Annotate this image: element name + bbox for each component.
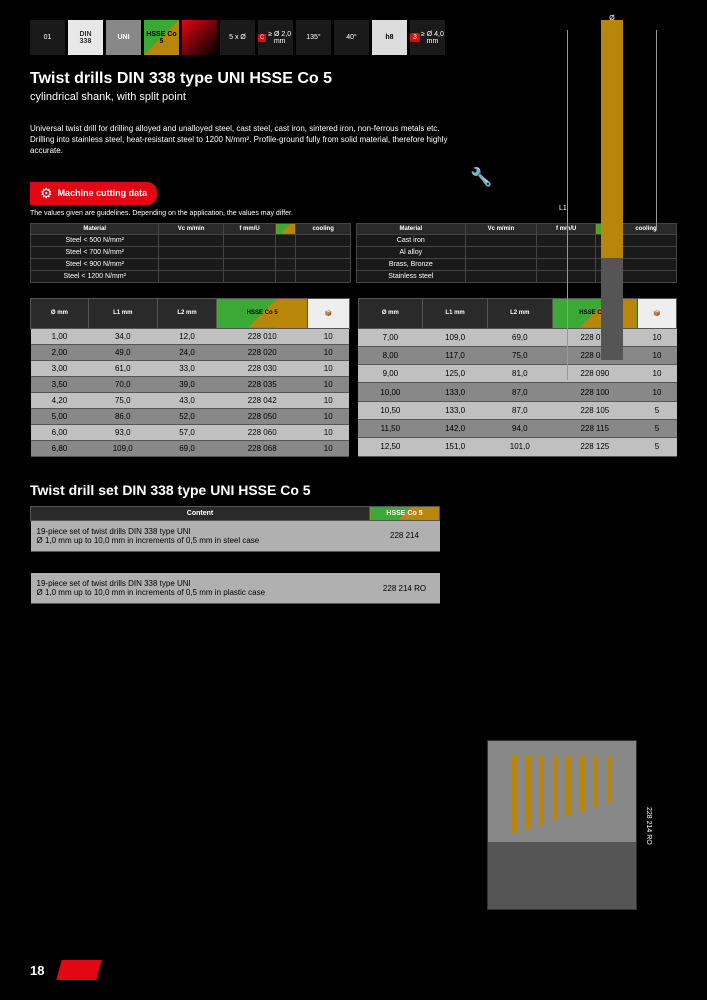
icon-hsse: HSSE Co 5: [144, 20, 179, 55]
icon-40: 40°: [334, 20, 369, 55]
data-row: 5,0086,052,0228 05010: [31, 408, 350, 424]
data-row: 4,2075,043,0228 04210: [31, 392, 350, 408]
power-drill-icon: 🔧: [470, 167, 492, 188]
icon-rotation: [182, 20, 217, 55]
description: Universal twist drill for drilling alloy…: [30, 123, 450, 157]
drill-set-case-image: [487, 740, 637, 910]
cutting-row: Steel < 1200 N/mm²: [31, 270, 351, 282]
cutting-row: Steel < 500 N/mm²: [31, 234, 351, 246]
cutting-row: Steel < 900 N/mm²: [31, 258, 351, 270]
icon-din: DIN338: [68, 20, 103, 55]
ruko-logo: [57, 960, 102, 980]
icon-5xd: 5 x Ø: [220, 20, 255, 55]
icon-h8: h8: [372, 20, 407, 55]
data-row: 10,50133,087,0228 1055: [358, 401, 677, 419]
gear-icon: ⚙: [40, 185, 53, 202]
cutting-table-left: MaterialVc m/minf mm/Ucooling Steel < 50…: [30, 223, 351, 283]
set-row: 19-piece set of twist drills DIN 338 typ…: [31, 573, 440, 604]
icon-uni: UNI: [106, 20, 141, 55]
icon-135: 135°: [296, 20, 331, 55]
cutting-row: Steel < 700 N/mm²: [31, 246, 351, 258]
case-label: 228 214 RO: [645, 807, 652, 845]
data-row: 12,50151,0101,0228 1255: [358, 438, 677, 456]
page-footer: 18: [30, 960, 677, 980]
drill-product-image: Ø L1: [577, 20, 647, 390]
data-row: 3,5070,039,0228 03510: [31, 376, 350, 392]
set-title: Twist drill set DIN 338 type UNI HSSE Co…: [30, 482, 677, 498]
machine-data-header: ⚙ Machine cutting data: [30, 182, 157, 205]
data-row: 3,0061,033,0228 03010: [31, 360, 350, 376]
data-row: 6,0093,057,0228 06010: [31, 424, 350, 440]
page-number: 18: [30, 963, 44, 978]
set-row: 19-piece set of twist drills DIN 338 typ…: [31, 520, 440, 551]
icon-minsize: C≥ Ø 2,0 mm: [258, 20, 293, 55]
data-table-left: Ø mmL1 mmL2 mm HSSE Co 5📦 1,0034,012,022…: [30, 298, 350, 457]
data-row: 2,0049,024,0228 02010: [31, 344, 350, 360]
data-row: 11,50142,094,0228 1155: [358, 419, 677, 437]
data-row: 6,80109,069,0228 06810: [31, 440, 350, 456]
icon-shank: 3≥ Ø 4,0 mm: [410, 20, 445, 55]
set-table: Content HSSE Co 5 19-piece set of twist …: [30, 506, 440, 626]
icon-drill: 01: [30, 20, 65, 55]
data-row: 1,0034,012,0228 01010: [31, 328, 350, 344]
